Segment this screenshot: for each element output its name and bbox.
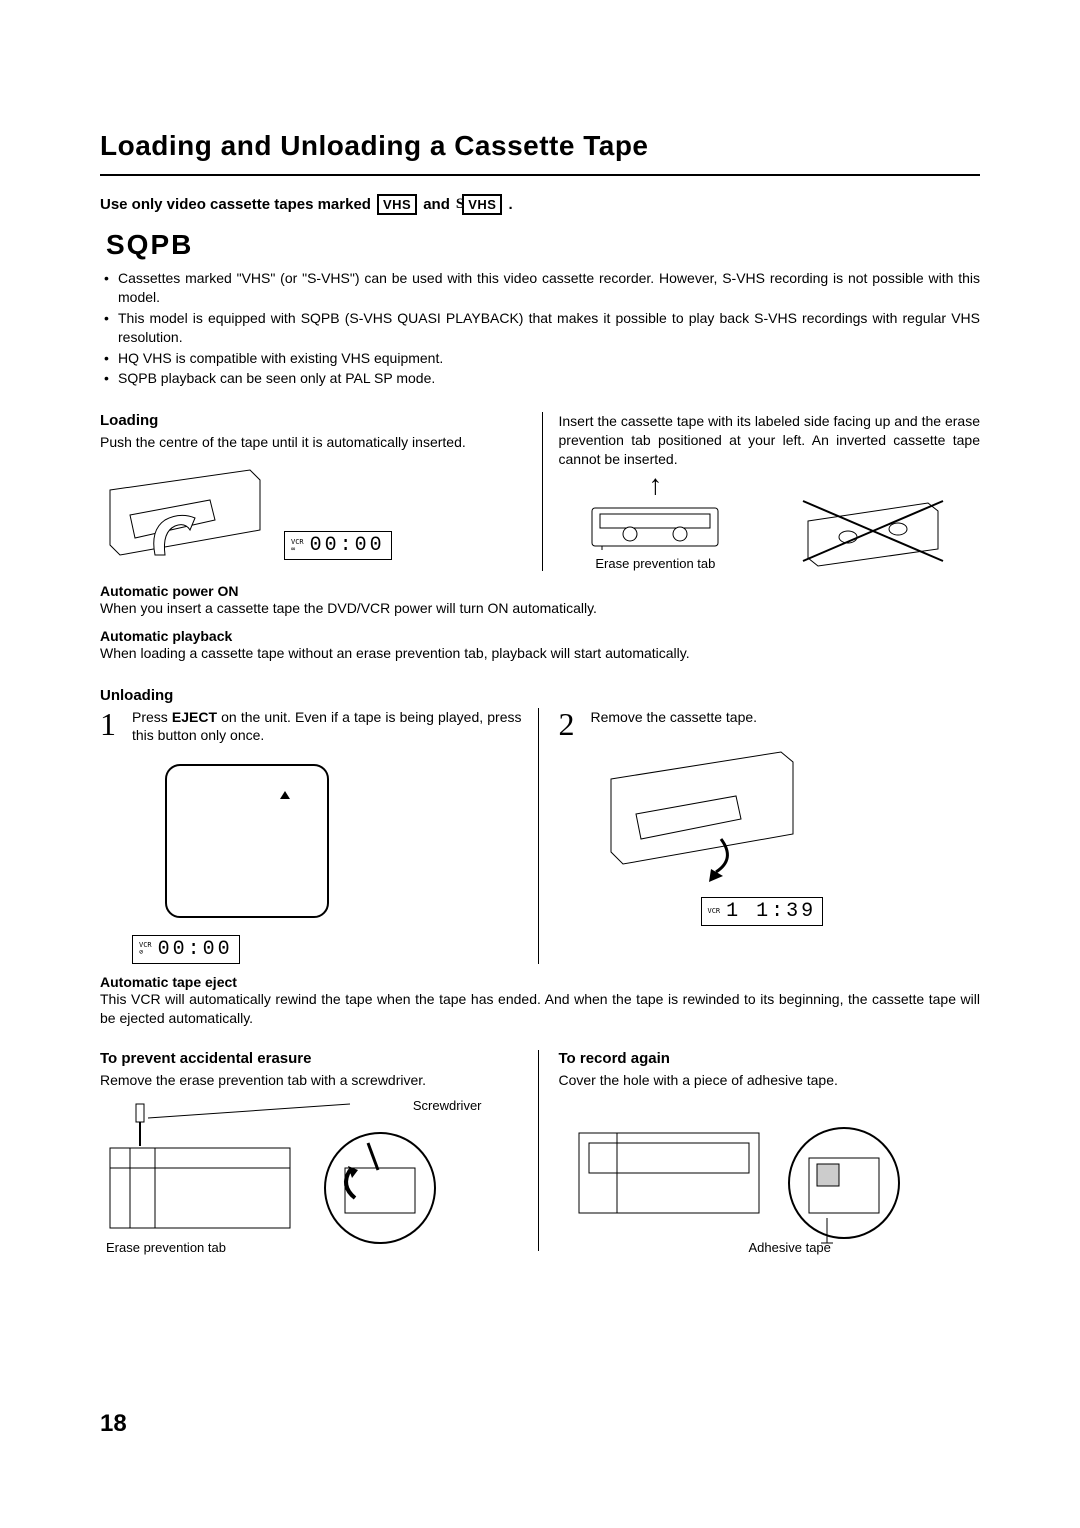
subtitle-prefix: Use only video cassette tapes marked [100,196,371,213]
auto-playback-heading: Automatic playback [100,628,980,644]
auto-power-text: When you insert a cassette tape the DVD/… [100,599,980,618]
intro-bullets: Cassettes marked "VHS" (or "S-VHS") can … [100,269,980,388]
loading-heading: Loading [100,412,522,429]
sqpb-logo: SQPB [106,229,980,261]
subtitle-mid: and [423,196,450,213]
cassette-wrong-illustration [798,491,948,571]
auto-playback-text: When loading a cassette tape without an … [100,644,980,663]
vhs-logo-2: VHS [462,194,502,215]
loading-right-text: Insert the cassette tape with its labele… [559,412,981,469]
step2-text: Remove the cassette tape. [591,708,981,727]
cassette-correct-illustration [590,500,720,550]
vhs-logo: VHS [377,194,417,215]
arrow-up-icon: ↑ [648,477,662,494]
step1-pre: Press [132,709,172,725]
page-number: 18 [100,1410,127,1438]
screwdriver-label: Screwdriver [413,1098,482,1113]
subtitle-suffix: . [508,196,512,213]
vcr-symbol: ∞ [291,546,304,553]
auto-eject-text: This VCR will automatically rewind the t… [100,990,980,1028]
step-number-2: 2 [559,708,581,964]
vcr-digits: 00:00 [158,938,233,961]
auto-power-heading: Automatic power ON [100,583,980,599]
vcr-label: VCR [708,908,721,915]
record-again-heading: To record again [559,1050,981,1067]
loading-section: Loading Push the centre of the tape unti… [100,412,980,570]
svhs-logo: S VHS [456,194,503,215]
unloading-steps: 1 Press EJECT on the unit. Even if a tap… [100,708,980,964]
page-title: Loading and Unloading a Cassette Tape [100,130,980,176]
vcr-display-time: VCR 1 1:39 [701,897,824,926]
step-number-1: 1 [100,708,122,964]
vcr-insert-illustration [100,460,270,560]
vcr-symbol: ⊘ [139,949,152,956]
step1-text: Press EJECT on the unit. Even if a tape … [132,708,522,746]
subtitle: Use only video cassette tapes marked VHS… [100,194,980,215]
remove-cassette-illustration [601,744,801,884]
prevent-heading: To prevent accidental erasure [100,1050,522,1067]
bullet-item: SQPB playback can be seen only at PAL SP… [118,369,980,388]
loading-text: Push the centre of the tape until it is … [100,433,522,452]
erase-tab-caption: Erase prevention tab [595,556,715,571]
vcr-display: VCR ∞ 00:00 [284,531,392,560]
prevent-text: Remove the erase prevention tab with a s… [100,1071,522,1090]
eject-panel-illustration [162,761,332,921]
adhesive-tape-label: Adhesive tape [749,1240,831,1255]
unloading-heading: Unloading [100,687,980,704]
erase-tab-label: Erase prevention tab [106,1240,226,1255]
bullet-item: HQ VHS is compatible with existing VHS e… [118,349,980,368]
record-again-text: Cover the hole with a piece of adhesive … [559,1071,981,1090]
vcr-display-eject: VCR ⊘ 00:00 [132,935,240,964]
vcr-digits: 1 1:39 [726,900,816,923]
prevent-record-section: To prevent accidental erasure Remove the… [100,1050,980,1251]
record-again-illustration [559,1098,919,1248]
vcr-digits: 00:00 [310,534,385,557]
prevent-erasure-illustration [100,1098,460,1248]
bullet-item: Cassettes marked "VHS" (or "S-VHS") can … [118,269,980,307]
auto-eject-heading: Automatic tape eject [100,974,980,990]
bullet-item: This model is equipped with SQPB (S-VHS … [118,309,980,347]
eject-word: EJECT [172,709,217,725]
